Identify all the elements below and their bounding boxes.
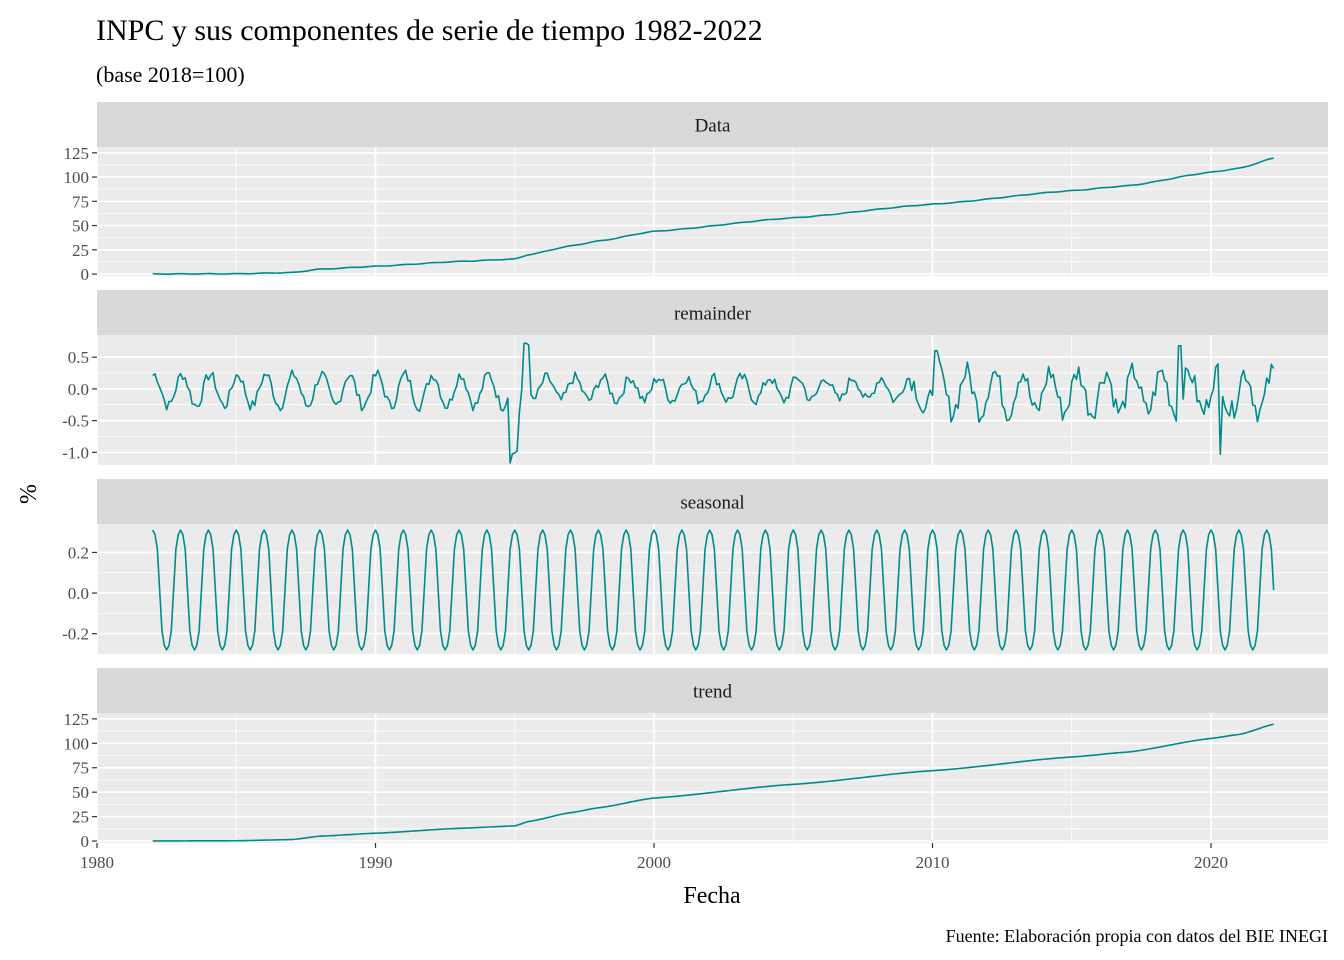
x-tick-label: 1980 [80,853,114,872]
y-tick-label: 0 [81,832,90,851]
facet-strip-seasonal [97,479,1328,524]
y-tick-label: 50 [72,783,89,802]
y-axis-title: % [16,484,42,504]
facet-panels: Data 0 25 50 75 100 125 remainder -1.0 -0.5 0.0 0.5… [62,102,1328,851]
series-line-data [152,157,1274,275]
panel-background [97,147,1328,276]
y-tick-label: 0.5 [68,348,89,367]
y-tick-label: 75 [72,192,89,211]
y-tick-label: 0.0 [68,584,89,603]
x-tick-label: 2000 [637,853,671,872]
facet-strip-remainder [97,290,1328,335]
y-tick-label: 25 [72,241,89,260]
series-line-remainder [152,342,1275,464]
x-tick-label: 2020 [1194,853,1228,872]
y-tick-label: -1.0 [62,443,89,462]
panel-background [97,713,1328,843]
facet-strip-data [97,102,1328,147]
series-line-trend [152,723,1274,842]
facet-strip-label: Data [695,116,731,137]
x-tick-label: 2010 [916,853,950,872]
facet-strip-label: remainder [674,304,752,325]
y-tick-label: -0.5 [62,412,89,431]
y-tick-label: 25 [72,808,89,827]
facet-panel-seasonal: seasonal -0.2 0.0 0.2 [62,479,1328,654]
y-tick-label: 100 [64,168,90,187]
x-axis-title: Fecha [683,883,741,909]
facet-panel-remainder: remainder -1.0 -0.5 0.0 0.5 [62,290,1328,465]
chart-title: INPC y sus componentes de serie de tiemp… [96,14,763,47]
y-tick-label: 125 [64,144,90,163]
facet-panel-data: Data 0 25 50 75 100 125 [64,102,1328,284]
chart-caption: Fuente: Elaboración propia con datos del… [946,926,1328,946]
facet-strip-label: trend [693,682,733,703]
y-tick-label: 125 [64,710,90,729]
facet-strip-trend [97,668,1328,713]
y-tick-label: 100 [64,734,90,753]
y-tick-label: 0.0 [68,380,89,399]
y-tick-label: 0.2 [68,543,89,562]
x-tick-label: 1990 [359,853,393,872]
series-line-seasonal [151,529,1275,651]
facet-panel-trend: trend 0 25 50 75 100 125 [64,668,1328,851]
y-tick-label: 0 [81,265,90,284]
y-tick-label: 75 [72,759,89,778]
y-tick-label: -0.2 [62,625,89,644]
facet-strip-label: seasonal [680,493,744,514]
chart-subtitle: (base 2018=100) [96,62,245,87]
x-axis: 1980 1990 2000 2010 2020 [80,843,1228,872]
y-tick-label: 50 [72,217,89,236]
